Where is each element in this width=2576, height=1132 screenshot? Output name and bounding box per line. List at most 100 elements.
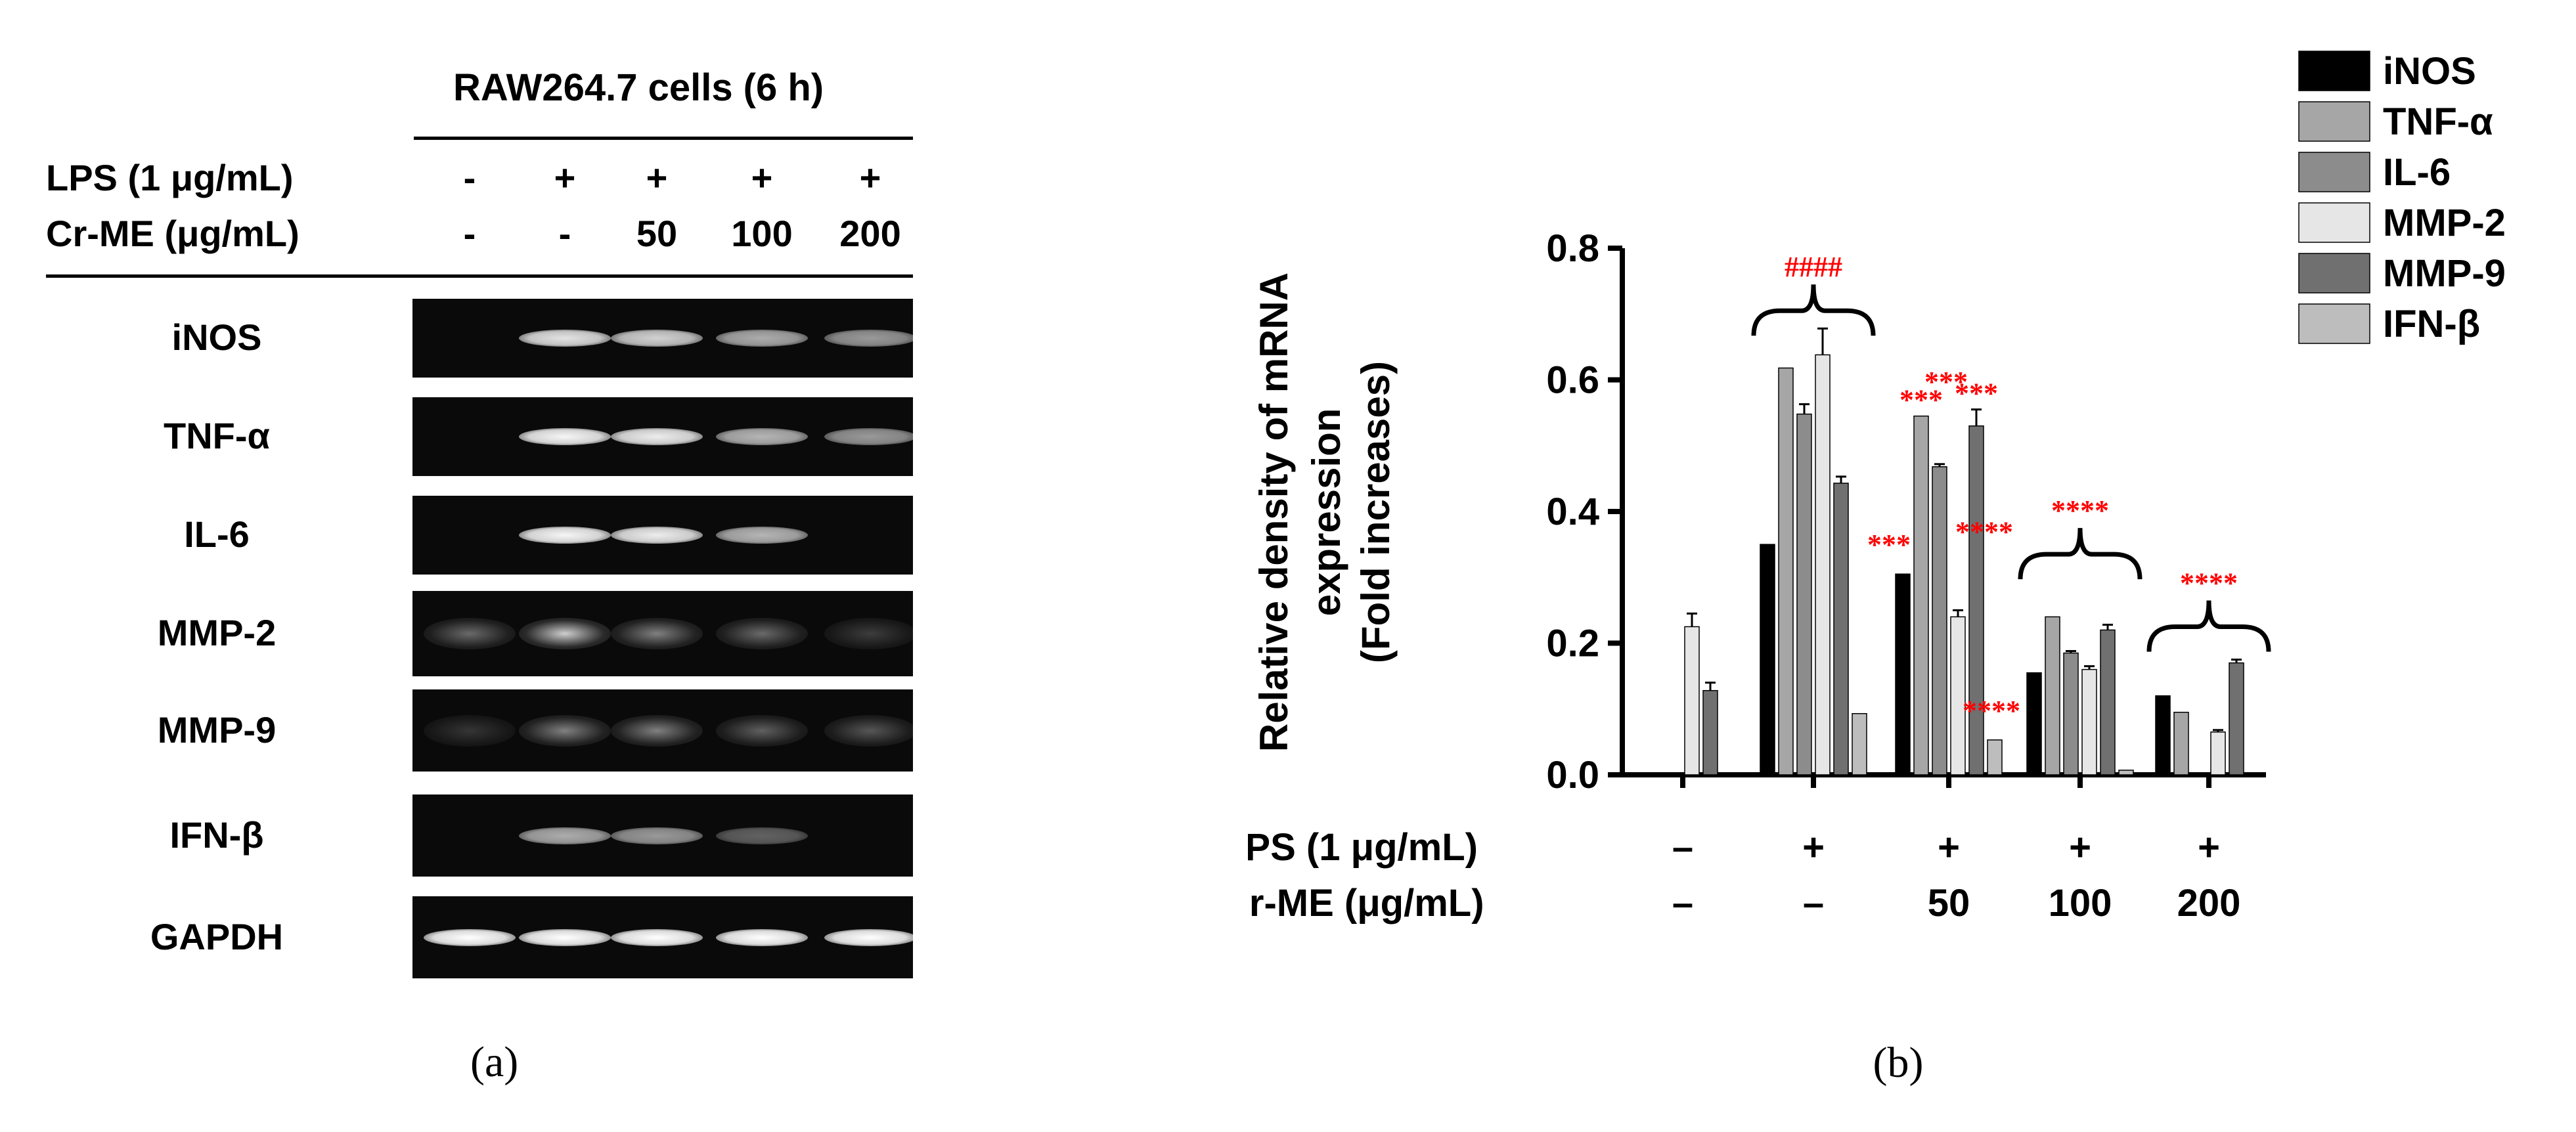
mrna-expression-chart: 0.0 0.2 0.4 0.6 0.8 Relative density of mRNA e… (1222, 50, 2506, 1087)
gel-band (519, 527, 611, 544)
lane-1-crme-value: - (463, 213, 476, 254)
crme-value: – (1672, 882, 1693, 925)
gel-band (424, 928, 516, 946)
gel-band (519, 827, 611, 844)
gel-strip (412, 299, 913, 378)
y-tick-label: 0.0 (1546, 754, 1599, 796)
gel-band (611, 330, 703, 347)
y-tick-label: 0.6 (1546, 359, 1599, 402)
legend-label: iNOS (2383, 50, 2476, 93)
bar-IL-6-3 (1932, 466, 1947, 775)
legend-swatch-iNOS (2298, 51, 2370, 91)
legend-label: IL-6 (2383, 151, 2451, 194)
significance-mark: *** (1924, 366, 1968, 398)
bar-TNF-α-4 (2045, 616, 2060, 775)
legend-swatch-MMP-9 (2298, 253, 2370, 294)
significance-mark: *** (1955, 378, 1998, 410)
legend-label: MMP-2 (2383, 202, 2506, 244)
bar-MMP-2-5 (2210, 731, 2226, 775)
panel-b-bar-chart: 0.0 0.2 0.4 0.6 0.8 Relative density of mRNA e… (1222, 0, 2568, 1132)
lane-2-crme-value: - (558, 213, 571, 254)
bar-iNOS-5 (2155, 695, 2171, 775)
group-bracket (2018, 528, 2143, 580)
bar-iNOS-3 (1895, 573, 1911, 775)
legend-swatch-IFN-β (2298, 303, 2370, 344)
gene-label: IL-6 (184, 513, 250, 555)
bar-IFN-β-3 (1987, 739, 2003, 775)
legend-swatch-TNF-α (2298, 101, 2370, 142)
gel-strip (412, 397, 913, 476)
significance-mark: **** (1955, 515, 2013, 548)
panel-a-caption: (a) (470, 1038, 519, 1086)
y-tick-label: 0.8 (1546, 227, 1599, 270)
gene-label: MMP-9 (157, 708, 277, 751)
bar-iNOS-2 (1760, 544, 1775, 775)
y-tick-label: 0.2 (1546, 622, 1599, 665)
gel-band (824, 330, 913, 347)
gene-label: TNF-α (164, 415, 270, 456)
lps-value: – (1672, 826, 1693, 869)
gel-band (611, 618, 703, 649)
lane-2-lps-value: + (554, 157, 576, 198)
y-axis-label: Relative density of mRNA expression (Fold … (1252, 272, 1398, 752)
gel-band (716, 428, 808, 445)
gel-strip (412, 896, 913, 978)
bar-MMP-2-1 (1684, 626, 1700, 775)
lane-1-lps-value: - (463, 157, 476, 198)
crme-value: 200 (2177, 882, 2241, 925)
lane-5-lps-value: + (859, 157, 881, 198)
bar-MMP-2-4 (2081, 668, 2097, 775)
gel-band (716, 527, 808, 544)
bar-iNOS-4 (2026, 672, 2042, 775)
legend-label: MMP-9 (2383, 252, 2506, 295)
lane-4-lps-value: + (751, 157, 773, 198)
significance-mark: **** (2051, 494, 2109, 527)
gene-label: MMP-2 (157, 612, 277, 653)
lps-row-label: LPS (1 μg/mL) (46, 157, 294, 198)
gel-band (611, 827, 703, 844)
gel-band (824, 618, 913, 649)
bar-MMP-9-4 (2100, 629, 2116, 775)
bar-MMP-9-5 (2229, 662, 2244, 775)
bar-IFN-β-2 (1852, 713, 1867, 775)
gel-band (519, 928, 611, 946)
y-tick-label: 0.4 (1546, 490, 1599, 533)
gel-band (716, 714, 808, 747)
gel-band (519, 714, 611, 747)
gene-label: IFN-β (169, 814, 264, 856)
significance-mark: **** (2180, 567, 2238, 599)
gel-strip (412, 795, 913, 877)
gel-band (424, 618, 516, 649)
bar-MMP-9-1 (1702, 689, 1718, 775)
crme-row-label: Cr-ME (μg/mL) (46, 213, 300, 254)
gel-band (716, 827, 808, 844)
panel-a-gel-figure: RAW264.7 cells (6 h) LPS (1 μg/mL) Cr-ME… (0, 0, 952, 1129)
group-bracket (1751, 284, 1876, 336)
header-underline (414, 137, 913, 140)
bar-TNF-α-3 (1913, 415, 1929, 775)
crme-value: 50 (1928, 882, 1970, 925)
lane-4-crme-value: 100 (731, 213, 793, 254)
gel-strip (412, 591, 913, 676)
gel-band (519, 330, 611, 347)
lps-value: + (1802, 826, 1825, 869)
gel-band (519, 428, 611, 445)
cell-line-header: RAW264.7 cells (6 h) (453, 66, 824, 109)
bar-MMP-9-2 (1833, 483, 1849, 775)
gel-band (424, 714, 516, 747)
gel-band (611, 428, 703, 445)
gel-band (519, 618, 611, 649)
gel-band (824, 428, 913, 445)
bar-IL-6-4 (2063, 652, 2079, 775)
bar-IFN-β-4 (2118, 770, 2134, 775)
lane-5-crme-value: 200 (839, 213, 901, 254)
gel-band (824, 714, 913, 747)
gel-strip (412, 496, 913, 575)
gene-label: iNOS (171, 316, 262, 358)
legend-label: IFN-β (2383, 303, 2480, 345)
crme-value: 100 (2049, 882, 2112, 925)
bar-MMP-2-2 (1815, 354, 1831, 775)
gene-label: GAPDH (150, 915, 284, 957)
gel-band (611, 714, 703, 747)
crme-row-label: Cr-ME (μg/mL) (1248, 882, 1484, 925)
